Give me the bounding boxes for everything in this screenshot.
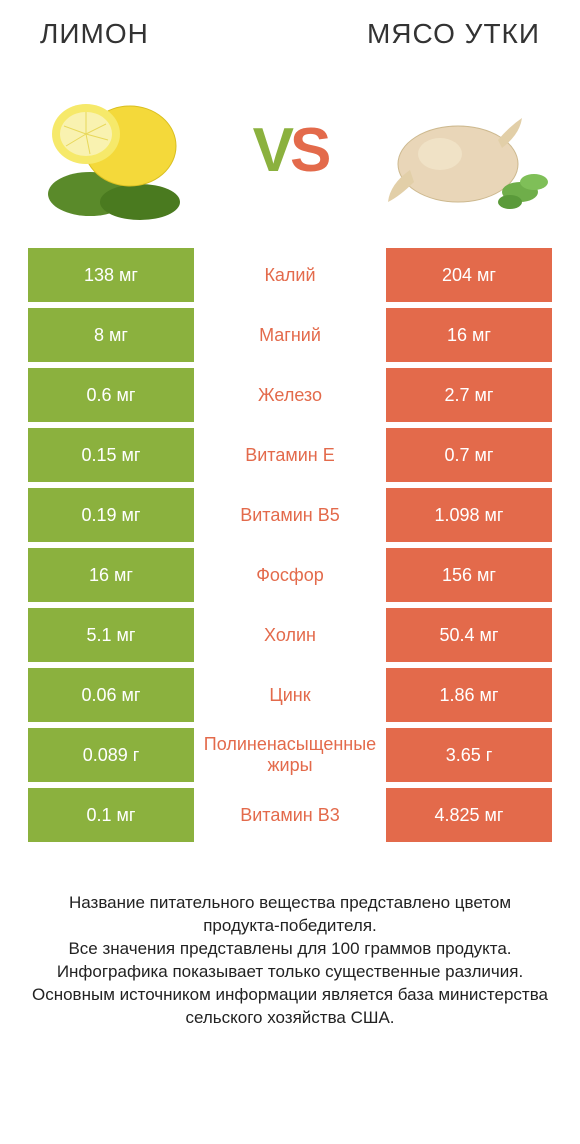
nutrient-label: Полиненасыщенные жиры bbox=[194, 728, 386, 782]
footer-line: Основным источником информации является … bbox=[30, 984, 550, 1030]
table-row: 16 мгФосфор156 мг bbox=[28, 548, 552, 602]
lemon-illustration bbox=[30, 74, 210, 224]
footer-line: Все значения представлены для 100 граммо… bbox=[30, 938, 550, 961]
table-row: 0.6 мгЖелезо2.7 мг bbox=[28, 368, 552, 422]
table-row: 0.06 мгЦинк1.86 мг bbox=[28, 668, 552, 722]
table-row: 0.15 мгВитамин E0.7 мг bbox=[28, 428, 552, 482]
infographic: Лимон Мясо Утки bbox=[0, 0, 580, 1144]
table-row: 0.1 мгВитамин B34.825 мг bbox=[28, 788, 552, 842]
left-value-cell: 16 мг bbox=[28, 548, 194, 602]
left-value-cell: 0.6 мг bbox=[28, 368, 194, 422]
nutrient-label: Витамин B3 bbox=[194, 788, 386, 842]
duck-illustration bbox=[370, 74, 550, 224]
left-value-cell: 138 мг bbox=[28, 248, 194, 302]
left-value-cell: 0.15 мг bbox=[28, 428, 194, 482]
nutrient-label: Витамин B5 bbox=[194, 488, 386, 542]
footer-line: Инфографика показывает только существенн… bbox=[30, 961, 550, 984]
left-value-cell: 5.1 мг bbox=[28, 608, 194, 662]
nutrient-label: Витамин E bbox=[194, 428, 386, 482]
left-value-cell: 8 мг bbox=[28, 308, 194, 362]
right-value-cell: 4.825 мг bbox=[386, 788, 552, 842]
footer-line: Название питательного вещества представл… bbox=[30, 892, 550, 938]
right-value-cell: 2.7 мг bbox=[386, 368, 552, 422]
header: Лимон Мясо Утки bbox=[0, 0, 580, 60]
nutrient-label: Железо bbox=[194, 368, 386, 422]
table-row: 0.19 мгВитамин B51.098 мг bbox=[28, 488, 552, 542]
nutrient-label: Холин bbox=[194, 608, 386, 662]
right-product-title: Мясо Утки bbox=[367, 18, 540, 50]
vs-v: V bbox=[253, 116, 290, 185]
right-value-cell: 204 мг bbox=[386, 248, 552, 302]
right-value-cell: 156 мг bbox=[386, 548, 552, 602]
hero-row: VS bbox=[0, 60, 580, 248]
vs-badge: VS bbox=[253, 120, 328, 182]
left-value-cell: 0.19 мг bbox=[28, 488, 194, 542]
vs-s: S bbox=[290, 116, 327, 185]
left-value-cell: 0.06 мг bbox=[28, 668, 194, 722]
nutrient-label: Калий bbox=[194, 248, 386, 302]
table-row: 5.1 мгХолин50.4 мг bbox=[28, 608, 552, 662]
nutrient-label: Цинк bbox=[194, 668, 386, 722]
table-row: 8 мгМагний16 мг bbox=[28, 308, 552, 362]
table-row: 0.089 гПолиненасыщенные жиры3.65 г bbox=[28, 728, 552, 782]
right-value-cell: 1.098 мг bbox=[386, 488, 552, 542]
comparison-table: 138 мгКалий204 мг8 мгМагний16 мг0.6 мгЖе… bbox=[0, 248, 580, 848]
right-value-cell: 50.4 мг bbox=[386, 608, 552, 662]
nutrient-label: Магний bbox=[194, 308, 386, 362]
right-value-cell: 16 мг bbox=[386, 308, 552, 362]
left-value-cell: 0.1 мг bbox=[28, 788, 194, 842]
right-value-cell: 3.65 г bbox=[386, 728, 552, 782]
nutrient-label: Фосфор bbox=[194, 548, 386, 602]
right-value-cell: 0.7 мг bbox=[386, 428, 552, 482]
left-value-cell: 0.089 г bbox=[28, 728, 194, 782]
table-row: 138 мгКалий204 мг bbox=[28, 248, 552, 302]
left-product-title: Лимон bbox=[40, 18, 149, 50]
footer-note: Название питательного вещества представл… bbox=[0, 848, 580, 1030]
right-value-cell: 1.86 мг bbox=[386, 668, 552, 722]
